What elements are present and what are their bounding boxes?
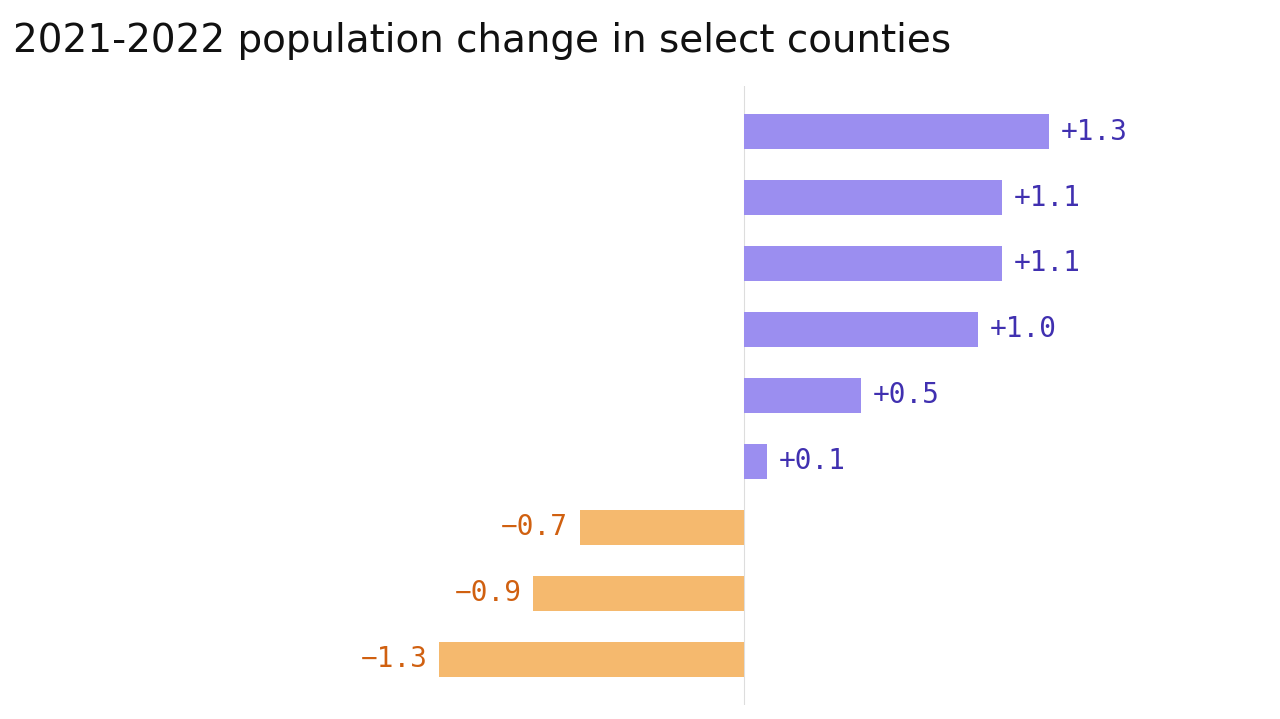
Text: +1.1: +1.1	[1014, 183, 1080, 211]
Text: −0.7: −0.7	[502, 513, 568, 541]
Text: +1.1: +1.1	[1014, 249, 1080, 278]
Bar	[744, 180, 1002, 215]
Bar	[439, 642, 744, 677]
Text: −0.9: −0.9	[454, 580, 521, 608]
Bar	[744, 312, 978, 347]
Bar	[744, 444, 768, 479]
Bar	[744, 114, 1048, 149]
Bar	[532, 576, 744, 610]
Text: −1.3: −1.3	[361, 646, 428, 674]
Text: 2021-2022 population change in select counties: 2021-2022 population change in select co…	[13, 22, 951, 60]
Text: +1.3: +1.3	[1060, 117, 1128, 145]
Text: +0.1: +0.1	[780, 447, 846, 475]
Text: +0.5: +0.5	[873, 382, 940, 409]
Bar	[744, 247, 1002, 280]
Text: +1.0: +1.0	[991, 316, 1057, 344]
Bar	[580, 510, 744, 544]
Bar	[744, 378, 861, 413]
